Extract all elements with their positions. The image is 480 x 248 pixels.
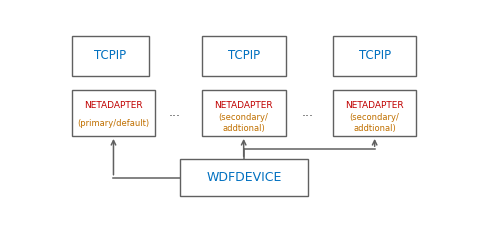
Text: TCPIP: TCPIP bbox=[94, 49, 126, 62]
Text: (secondary/
addtional): (secondary/ addtional) bbox=[350, 113, 399, 133]
Bar bbox=[202, 90, 286, 136]
Text: (primary/default): (primary/default) bbox=[77, 119, 150, 128]
Bar bbox=[333, 90, 417, 136]
Text: (secondary/
addtional): (secondary/ addtional) bbox=[219, 113, 269, 133]
Text: WDFDEVICE: WDFDEVICE bbox=[206, 171, 282, 184]
Text: TCPIP: TCPIP bbox=[228, 49, 260, 62]
Text: TCPIP: TCPIP bbox=[359, 49, 391, 62]
Text: ...: ... bbox=[302, 106, 314, 120]
Bar bbox=[202, 36, 286, 76]
Bar bbox=[333, 36, 417, 76]
Text: NETADAPTER: NETADAPTER bbox=[215, 101, 273, 110]
Bar bbox=[72, 36, 149, 76]
Bar bbox=[72, 90, 156, 136]
Bar bbox=[180, 159, 308, 196]
Text: NETADAPTER: NETADAPTER bbox=[84, 101, 143, 110]
Text: ...: ... bbox=[168, 106, 180, 120]
Text: NETADAPTER: NETADAPTER bbox=[345, 101, 404, 110]
